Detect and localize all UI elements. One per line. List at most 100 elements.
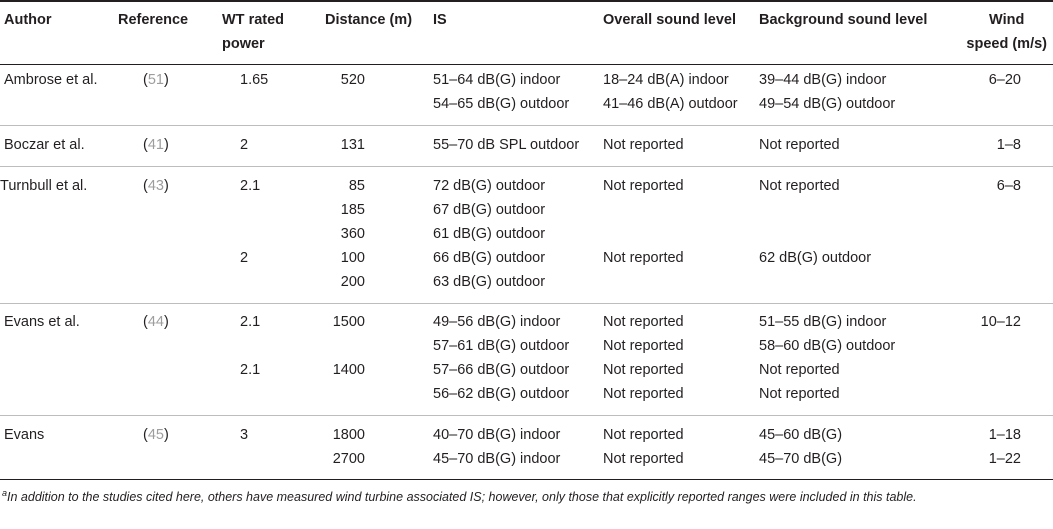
is-boczar: 55–70 dB SPL outdoor: [433, 137, 580, 153]
header-is: IS: [433, 12, 447, 28]
is-ambrose: 51–64 dB(G) indoor 54–65 dB(G) outdoor: [433, 68, 569, 116]
distance-turnbull-1: 85: [348, 178, 365, 194]
power-turnbull-2: 2: [240, 250, 249, 266]
background-turnbull-2: 62 dB(G) outdoor: [759, 250, 872, 266]
ref-close-evans: ): [163, 427, 169, 443]
overall-evans-et-al: Not reported Not reported Not reported N…: [603, 310, 684, 406]
row-separator: [0, 125, 1053, 126]
distance-turnbull-5: 200: [340, 274, 365, 290]
wind-evans-2: 1–22: [988, 451, 1021, 467]
header-wt-rated-power-line1: WT rated: [222, 12, 285, 28]
distance-turnbull-3: 360: [340, 226, 365, 242]
distance-turnbull-2: 185: [340, 202, 365, 218]
is-evans-et-al-4: 56–62 dB(G) outdoor: [433, 386, 570, 402]
author-ambrose: Ambrose et al.: [4, 72, 98, 88]
ref-link-ambrose[interactable]: 51: [147, 72, 164, 88]
ref-open-boczar: (: [143, 137, 148, 153]
header-overall-sound-level: Overall sound level: [603, 12, 736, 28]
is-turnbull-1: 72 dB(G) outdoor: [433, 178, 546, 194]
background-evans-1: 45–60 dB(G): [759, 427, 843, 443]
background-ambrose-1: 39–44 dB(G) indoor: [759, 72, 887, 88]
wind-evans: 1–18 1–22: [989, 423, 1021, 471]
ref-open-evans: (: [143, 427, 148, 443]
background-boczar: Not reported: [759, 137, 840, 153]
is-evans-et-al-3: 57–66 dB(G) outdoor: [433, 362, 570, 378]
distance-evans-1: 1800: [332, 427, 365, 443]
header-wind-speed-line1: Wind: [989, 12, 1025, 28]
background-turnbull-1: Not reported: [759, 178, 840, 194]
header-wind-speed: Wind speed (m/s): [966, 8, 1047, 56]
table-bottom-rule: [0, 479, 1053, 480]
power-evans: 3: [240, 427, 249, 443]
overall-evans-et-al-3: Not reported: [603, 362, 684, 378]
distance-ambrose: 520: [340, 72, 365, 88]
wind-evans-et-al: 10–12: [980, 314, 1021, 330]
ref-open-turnbull: (: [143, 178, 148, 194]
background-evans-2: 45–70 dB(G): [759, 451, 843, 467]
background-evans-et-al-4: Not reported: [759, 386, 840, 402]
author-boczar: Boczar et al.: [4, 137, 85, 153]
reference-evans: (45): [143, 423, 169, 447]
distance-evans-et-al-1: 1500: [332, 314, 365, 330]
background-evans-et-al-2: 58–60 dB(G) outdoor: [759, 338, 896, 354]
power-boczar: 2: [240, 137, 249, 153]
overall-evans-et-al-4: Not reported: [603, 386, 684, 402]
overall-evans-1: Not reported: [603, 427, 684, 443]
header-wt-rated-power: WT rated power: [222, 8, 284, 56]
table-footnote: aIn addition to the studies cited here, …: [2, 487, 1052, 507]
background-evans-et-al-1: 51–55 dB(G) indoor: [759, 314, 887, 330]
ref-close-turnbull: ): [163, 178, 169, 194]
is-evans-et-al-1: 49–56 dB(G) indoor: [433, 314, 561, 330]
ref-close-evans-et-al: ): [163, 314, 169, 330]
reference-turnbull: (43): [143, 174, 169, 198]
background-ambrose-2: 49–54 dB(G) outdoor: [759, 96, 896, 112]
ref-link-evans[interactable]: 45: [147, 427, 164, 443]
wind-ambrose: 6–20: [988, 72, 1021, 88]
is-ambrose-2: 54–65 dB(G) outdoor: [433, 96, 570, 112]
reference-boczar: (41): [143, 133, 169, 157]
ref-open-ambrose: (: [143, 72, 148, 88]
overall-ambrose-1: 18–24 dB(A) indoor: [603, 72, 729, 88]
header-wind-speed-line2: speed (m/s): [966, 36, 1047, 52]
overall-turnbull-2: Not reported: [603, 250, 684, 266]
overall-ambrose: 18–24 dB(A) indoor 41–46 dB(A) outdoor: [603, 68, 738, 116]
reference-evans-et-al: (44): [143, 310, 169, 334]
distance-turnbull: 85 185 360 100 200: [341, 174, 365, 294]
is-turnbull-4: 66 dB(G) outdoor: [433, 250, 546, 266]
ref-link-boczar[interactable]: 41: [147, 137, 164, 153]
footnote-text: In addition to the studies cited here, o…: [7, 490, 917, 504]
reference-ambrose: (51): [143, 68, 169, 92]
is-evans-1: 40–70 dB(G) indoor: [433, 427, 561, 443]
ref-close-ambrose: ): [163, 72, 169, 88]
author-turnbull: Turnbull et al.: [0, 178, 88, 194]
is-evans-et-al-2: 57–61 dB(G) outdoor: [433, 338, 570, 354]
wind-evans-1: 1–18: [988, 427, 1021, 443]
distance-evans-et-al-2: 1400: [332, 362, 365, 378]
author-evans: Evans: [4, 427, 45, 443]
ref-close-boczar: ): [163, 137, 169, 153]
is-evans: 40–70 dB(G) indoor 45–70 dB(G) indoor: [433, 423, 560, 471]
author-evans-et-al: Evans et al.: [4, 314, 80, 330]
is-ambrose-1: 51–64 dB(G) indoor: [433, 72, 561, 88]
is-turnbull-3: 61 dB(G) outdoor: [433, 226, 546, 242]
ref-link-evans-et-al[interactable]: 44: [147, 314, 164, 330]
header-author: Author: [4, 12, 52, 28]
background-evans-et-al: 51–55 dB(G) indoor 58–60 dB(G) outdoor N…: [759, 310, 895, 406]
ref-open-evans-et-al: (: [143, 314, 148, 330]
power-evans-et-al-1: 2.1: [240, 314, 261, 330]
table-top-rule: [0, 0, 1053, 2]
footnote-marker: a: [2, 487, 8, 498]
header-wt-rated-power-line2: power: [222, 36, 265, 52]
wind-turnbull: 6–8: [996, 178, 1021, 194]
ref-link-turnbull[interactable]: 43: [147, 178, 164, 194]
distance-turnbull-4: 100: [340, 250, 365, 266]
row-separator: [0, 166, 1053, 167]
power-evans-et-al-2: 2.1: [240, 362, 261, 378]
is-evans-et-al: 49–56 dB(G) indoor 57–61 dB(G) outdoor 5…: [433, 310, 569, 406]
header-reference: Reference: [118, 12, 189, 28]
overall-evans-et-al-2: Not reported: [603, 338, 684, 354]
distance-evans-2: 2700: [332, 451, 365, 467]
is-turnbull: 72 dB(G) outdoor 67 dB(G) outdoor 61 dB(…: [433, 174, 545, 294]
power-ambrose: 1.65: [240, 72, 269, 88]
background-ambrose: 39–44 dB(G) indoor 49–54 dB(G) outdoor: [759, 68, 895, 116]
